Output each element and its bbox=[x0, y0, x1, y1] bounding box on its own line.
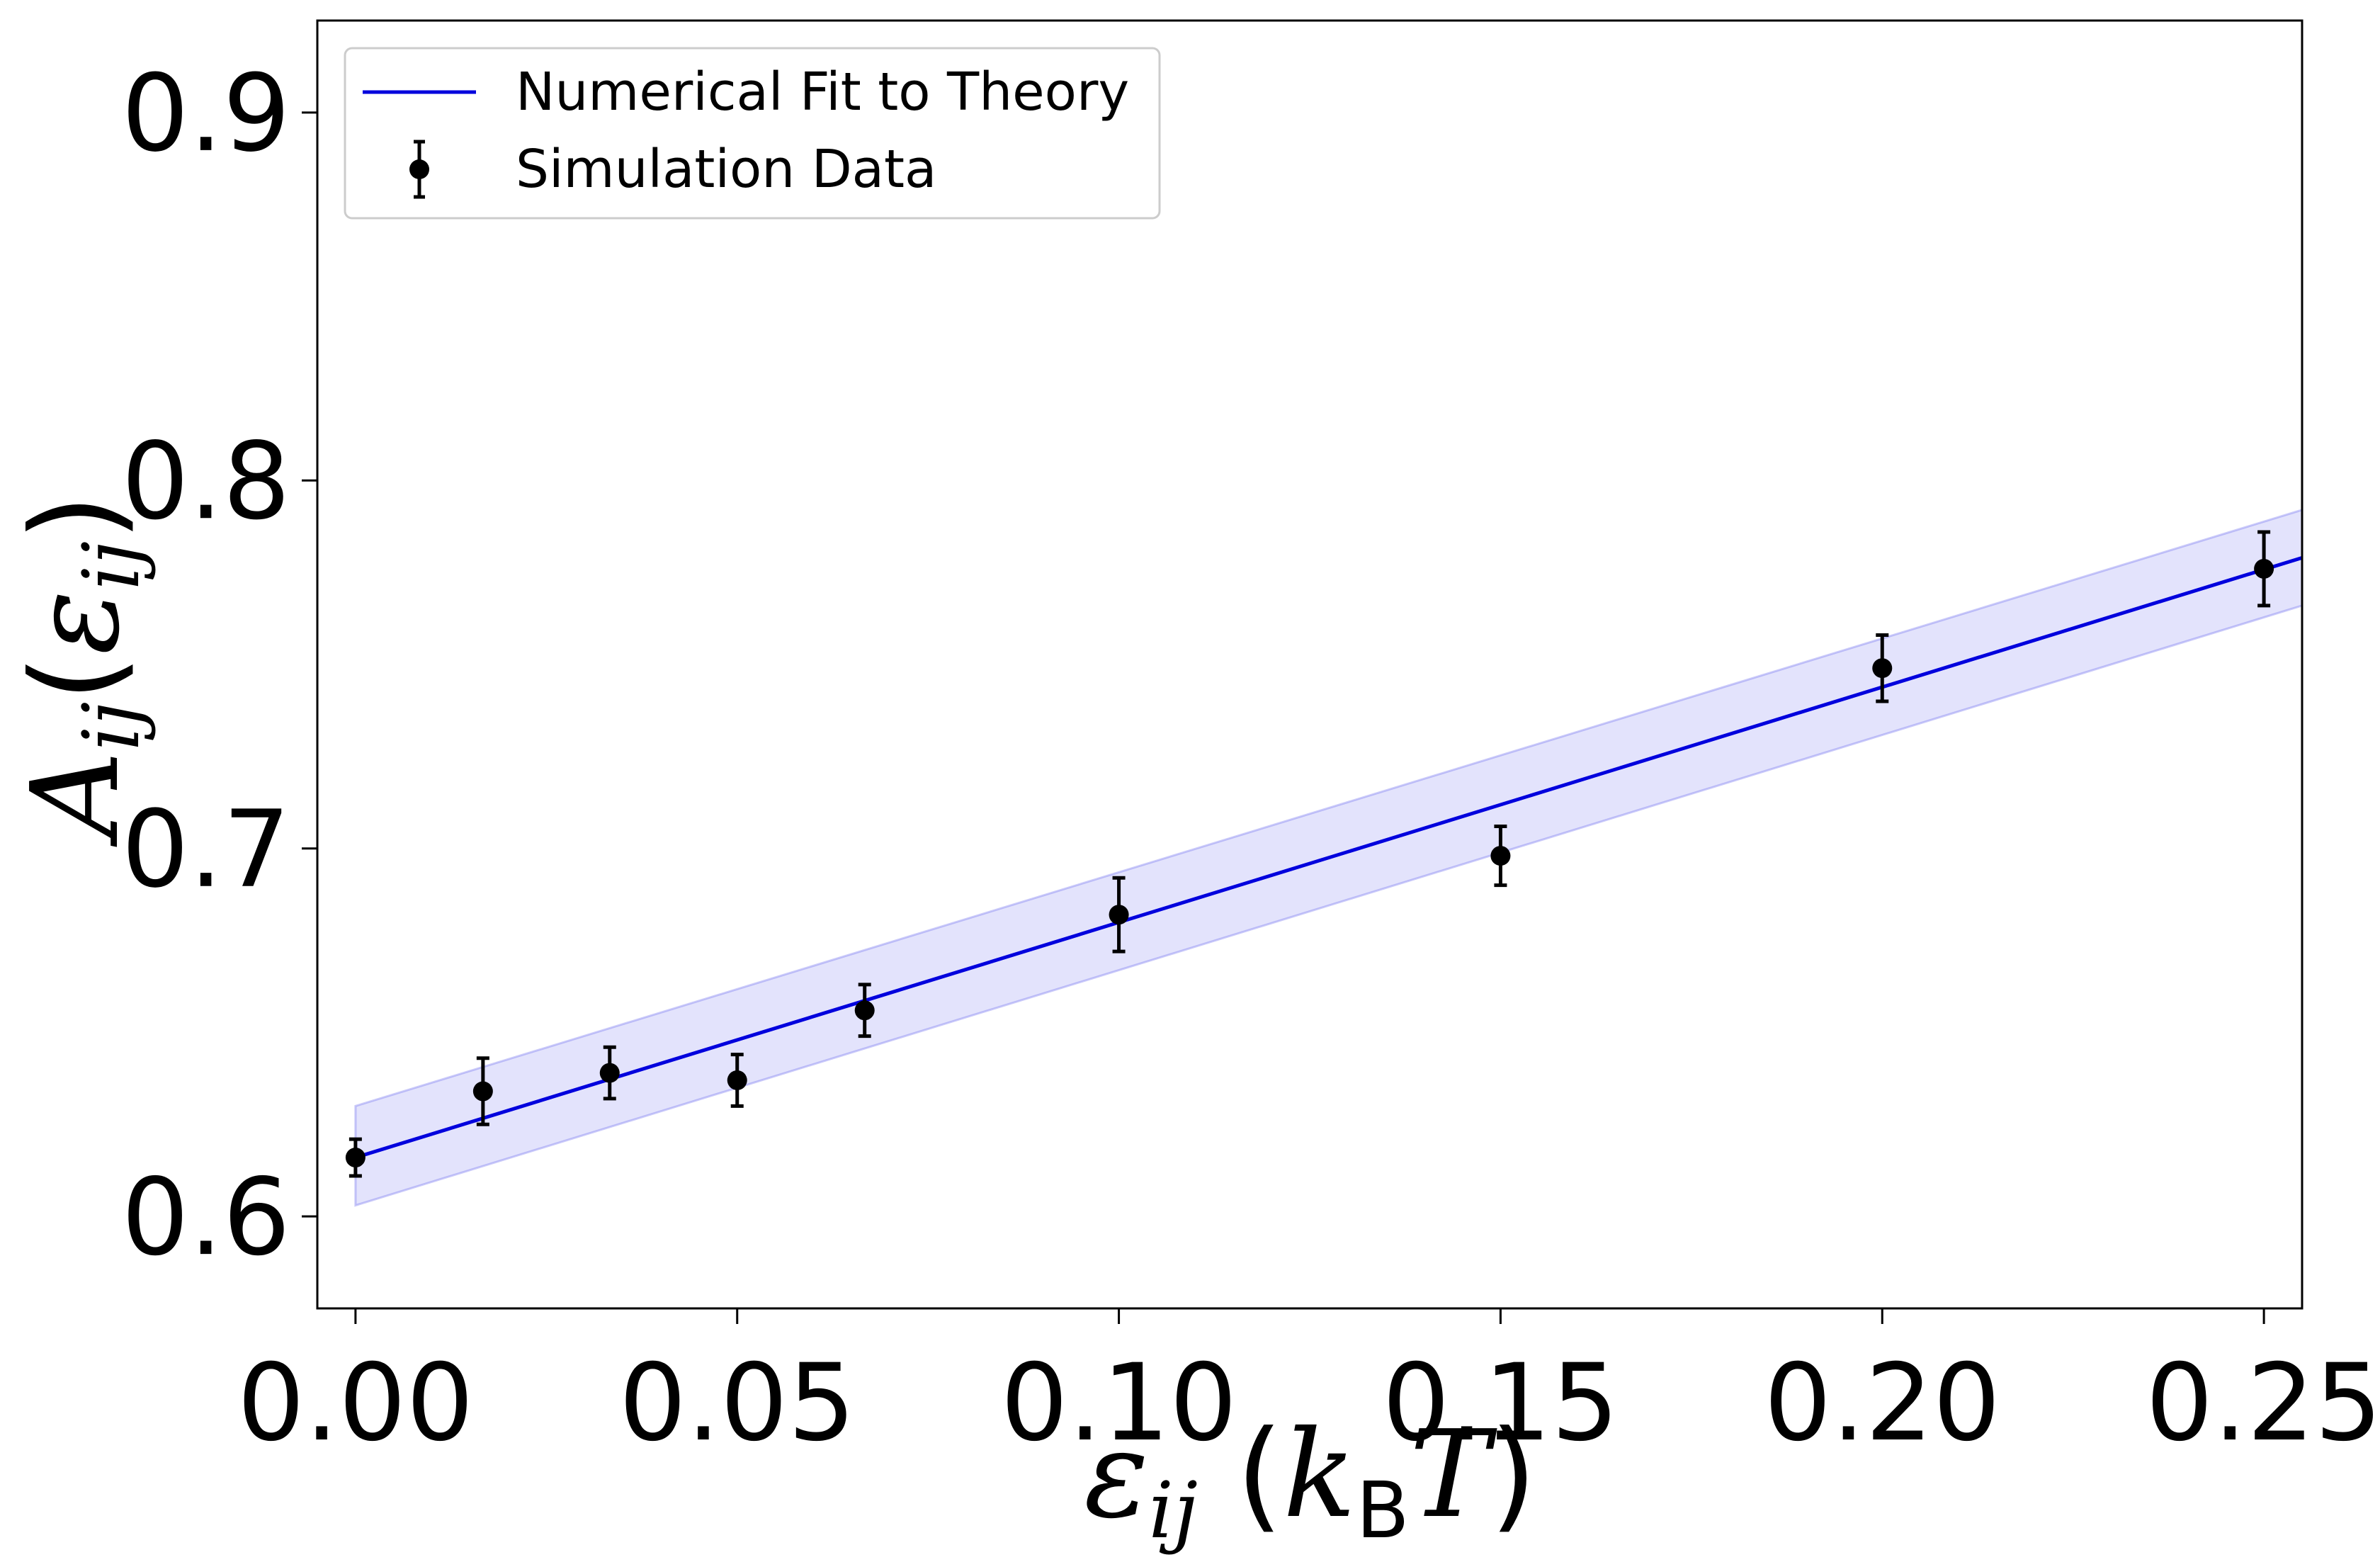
data-marker bbox=[854, 1000, 875, 1021]
y-axis: 0.6 0.7 0.8 0.9 bbox=[121, 52, 317, 1279]
x-axis: 0.00 0.05 0.10 0.15 0.20 0.25 bbox=[237, 1308, 2380, 1465]
data-marker bbox=[472, 1081, 493, 1102]
data-marker bbox=[727, 1070, 747, 1090]
data-point bbox=[345, 1137, 366, 1178]
data-marker bbox=[1872, 658, 1893, 679]
data-point bbox=[1490, 825, 1511, 888]
x-tick-label: 0.15 bbox=[1382, 1342, 1619, 1465]
legend: Numerical Fit to Theory Simulation Data bbox=[344, 47, 1161, 220]
data-point bbox=[2254, 530, 2274, 608]
legend-label-sim: Simulation Data bbox=[516, 139, 936, 200]
plot-frame bbox=[316, 19, 2304, 1310]
x-tick-label: 0.00 bbox=[237, 1342, 474, 1465]
data-marker bbox=[599, 1063, 620, 1083]
data-point bbox=[472, 1056, 493, 1126]
plot-area bbox=[345, 508, 2304, 1207]
data-point bbox=[1872, 633, 1893, 703]
data-point bbox=[727, 1053, 747, 1108]
data-marker bbox=[1490, 846, 1511, 866]
y-tick-label: 0.7 bbox=[121, 788, 290, 912]
data-point bbox=[854, 983, 875, 1038]
data-point bbox=[1109, 876, 1129, 953]
data-marker bbox=[1109, 905, 1129, 925]
y-tick-label: 0.8 bbox=[121, 420, 290, 543]
data-point bbox=[599, 1045, 620, 1101]
x-axis-label: εij (kBT) bbox=[1084, 1405, 1536, 1556]
data-marker bbox=[345, 1148, 366, 1168]
legend-label-fit: Numerical Fit to Theory bbox=[516, 62, 1129, 123]
data-marker bbox=[2254, 558, 2274, 579]
x-tick-label: 0.10 bbox=[1001, 1342, 1237, 1465]
y-tick-label: 0.6 bbox=[121, 1156, 290, 1279]
x-tick-label: 0.20 bbox=[1764, 1342, 2000, 1465]
y-tick-label: 0.9 bbox=[121, 52, 290, 176]
legend-box bbox=[344, 47, 1161, 220]
x-tick-label: 0.25 bbox=[2146, 1342, 2380, 1465]
legend-marker-swatch bbox=[409, 140, 429, 199]
fit-line bbox=[355, 555, 2303, 1160]
y-axis-label: Aij(εij) bbox=[6, 494, 157, 847]
x-tick-label: 0.05 bbox=[619, 1342, 856, 1465]
